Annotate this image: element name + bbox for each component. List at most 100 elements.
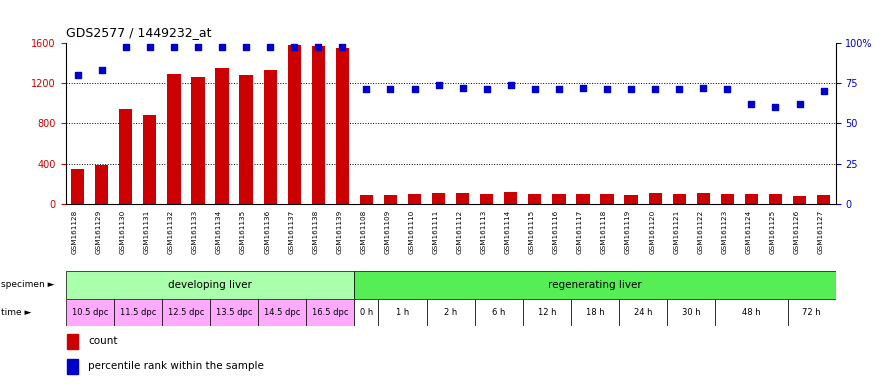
Bar [625, 195, 638, 204]
Text: time ►: time ► [1, 308, 31, 317]
Text: GSM161134: GSM161134 [216, 209, 222, 253]
Text: GSM161129: GSM161129 [95, 209, 102, 253]
Point [119, 45, 133, 51]
Point [456, 85, 470, 91]
Bar [162, 299, 210, 326]
Text: GSM161122: GSM161122 [697, 209, 704, 253]
Point [648, 86, 662, 93]
Text: GSM161109: GSM161109 [384, 209, 390, 253]
Text: 72 h: 72 h [802, 308, 821, 317]
Bar [793, 196, 806, 204]
Text: GSM161108: GSM161108 [360, 209, 367, 253]
Point [360, 86, 374, 93]
Text: GSM161138: GSM161138 [312, 209, 318, 253]
Point [167, 45, 181, 51]
Point [383, 86, 397, 93]
Text: specimen ►: specimen ► [1, 280, 54, 290]
Text: 48 h: 48 h [742, 308, 760, 317]
Text: GSM161136: GSM161136 [264, 209, 270, 253]
Bar [306, 299, 354, 326]
Bar [114, 299, 162, 326]
Bar [66, 271, 354, 299]
Point [504, 81, 518, 88]
Text: 30 h: 30 h [682, 308, 701, 317]
Text: 24 h: 24 h [634, 308, 653, 317]
Point [793, 101, 807, 107]
Bar [788, 299, 836, 326]
Bar [577, 194, 590, 204]
Text: count: count [88, 336, 117, 346]
Bar [210, 299, 258, 326]
Text: 0 h: 0 h [360, 308, 373, 317]
Text: GSM161130: GSM161130 [120, 209, 126, 253]
Bar [263, 70, 276, 204]
Bar [336, 48, 349, 204]
Bar [119, 109, 132, 204]
Bar [240, 75, 253, 204]
Point [576, 85, 590, 91]
Bar [354, 299, 379, 326]
Point [335, 45, 349, 51]
Point [672, 86, 686, 93]
Point [600, 86, 614, 93]
Bar [552, 194, 565, 204]
Bar [745, 194, 758, 204]
Point [287, 45, 301, 51]
Point [768, 104, 782, 110]
Bar [144, 115, 157, 204]
Point [312, 45, 326, 51]
Bar [528, 194, 542, 204]
Bar [456, 193, 469, 204]
Text: 2 h: 2 h [444, 308, 458, 317]
Bar [817, 195, 830, 204]
Text: GSM161119: GSM161119 [625, 209, 631, 253]
Text: GSM161133: GSM161133 [192, 209, 198, 253]
Bar [71, 169, 84, 204]
Bar [427, 299, 475, 326]
Text: GSM161118: GSM161118 [601, 209, 607, 253]
Bar [66, 299, 114, 326]
Text: GSM161125: GSM161125 [769, 209, 775, 253]
Text: GSM161117: GSM161117 [577, 209, 583, 253]
Text: GSM161137: GSM161137 [288, 209, 294, 253]
Text: GSM161113: GSM161113 [480, 209, 487, 253]
Text: 14.5 dpc: 14.5 dpc [264, 308, 300, 317]
Text: GSM161126: GSM161126 [794, 209, 800, 253]
Bar [167, 74, 180, 204]
Bar [769, 194, 782, 204]
Text: GSM161121: GSM161121 [673, 209, 679, 253]
Text: 12 h: 12 h [537, 308, 556, 317]
Point [191, 45, 205, 51]
Text: 10.5 dpc: 10.5 dpc [72, 308, 108, 317]
Bar [620, 299, 668, 326]
Bar [379, 299, 427, 326]
Bar [95, 165, 108, 204]
Bar [432, 193, 445, 204]
Text: developing liver: developing liver [168, 280, 252, 290]
Text: 18 h: 18 h [585, 308, 605, 317]
Bar [215, 68, 228, 204]
Bar [67, 359, 78, 374]
Text: GSM161139: GSM161139 [336, 209, 342, 253]
Bar [571, 299, 620, 326]
Text: 6 h: 6 h [492, 308, 506, 317]
Text: GSM161110: GSM161110 [409, 209, 415, 253]
Text: GSM161116: GSM161116 [553, 209, 559, 253]
Bar [360, 195, 373, 204]
Text: GSM161124: GSM161124 [746, 209, 752, 253]
Bar [192, 77, 205, 204]
Text: GDS2577 / 1449232_at: GDS2577 / 1449232_at [66, 26, 211, 39]
Text: GSM161115: GSM161115 [528, 209, 535, 253]
Bar [721, 194, 734, 204]
Bar [696, 193, 710, 204]
Bar [475, 299, 523, 326]
Point [720, 86, 734, 93]
Point [143, 45, 157, 51]
Text: 16.5 dpc: 16.5 dpc [312, 308, 348, 317]
Text: percentile rank within the sample: percentile rank within the sample [88, 361, 264, 371]
Bar [67, 334, 78, 349]
Text: 11.5 dpc: 11.5 dpc [120, 308, 156, 317]
Point [71, 72, 85, 78]
Bar [312, 46, 325, 204]
Point [239, 45, 253, 51]
